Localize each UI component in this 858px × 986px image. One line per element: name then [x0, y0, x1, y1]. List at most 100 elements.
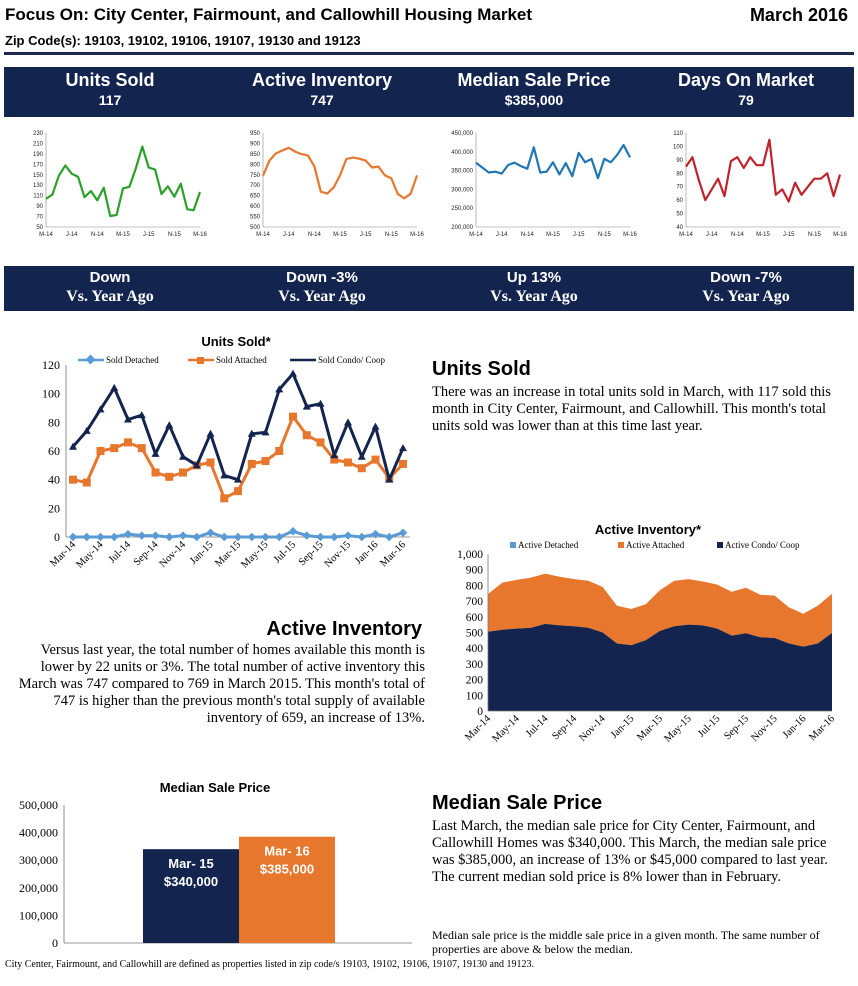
kpi-value: $385,000: [504, 92, 564, 108]
data-point: [288, 527, 298, 536]
data-point: [137, 444, 146, 453]
mini-chart-median-price: 200,000 250,000 300,000 350,000 400,000 450,0…: [451, 131, 637, 238]
y-tick-label: 170: [33, 162, 44, 168]
data-point: [371, 422, 380, 430]
y-tick-label: 230: [33, 131, 44, 137]
series-line: [475, 143, 631, 180]
y-tick-label: 250,000: [451, 206, 473, 212]
x-tick-label: N-15: [808, 232, 822, 238]
x-tick-label: M-14: [679, 232, 693, 238]
x-tick-label: Jul-15: [272, 539, 298, 565]
x-tick-label: Sep-14: [132, 539, 161, 568]
x-tick-label: N-14: [308, 232, 322, 238]
x-tick-label: J-15: [143, 232, 155, 238]
change-units-sold: Down Vs. Year Ago: [4, 266, 216, 306]
y-tick-label: 40: [48, 473, 60, 487]
data-point: [124, 438, 132, 447]
x-tick-label: N-14: [731, 232, 745, 238]
x-tick-label: Jul-14: [107, 539, 134, 566]
data-point: [206, 458, 215, 467]
data-point: [261, 428, 270, 436]
data-point: [124, 415, 132, 423]
y-tick-label: 80: [676, 171, 683, 177]
x-tick-label: May-15: [662, 713, 693, 744]
bar-value-label: $340,000: [164, 874, 218, 889]
y-tick-label: 800: [250, 162, 261, 168]
y-tick-label: 350,000: [451, 169, 473, 175]
y-tick-label: 300: [466, 659, 484, 671]
y-tick-label: 900: [250, 141, 261, 147]
x-tick-label: J-14: [283, 232, 295, 238]
kpi-label: Median Sale Price: [457, 70, 611, 90]
y-tick-label: 210: [33, 141, 44, 147]
data-point: [69, 442, 77, 450]
legend-swatch: [618, 542, 624, 548]
bar-category-label: Mar- 15: [168, 856, 214, 871]
x-tick-label: Jan-16: [353, 539, 381, 567]
x-tick-label: M-14: [39, 232, 53, 238]
median-sale-price-heading: Median Sale Price: [432, 792, 603, 814]
data-point: [398, 528, 408, 537]
data-point: [96, 405, 105, 413]
change-band: Down Vs. Year Ago Down -3% Vs. Year Ago …: [4, 266, 854, 311]
data-point: [371, 455, 380, 464]
y-tick-label: 400: [466, 643, 484, 655]
change-days-on-market: Down -7% Vs. Year Ago: [640, 266, 852, 306]
change-value: Down -3%: [286, 269, 358, 286]
data-point: [302, 402, 311, 410]
change-active-inventory: Down -3% Vs. Year Ago: [216, 266, 428, 306]
kpi-label: Units Sold: [65, 70, 155, 90]
units-sold-heading: Units Sold: [432, 358, 531, 380]
legend-marker: [85, 354, 96, 365]
chart-title: Units Sold*: [201, 334, 271, 349]
data-point: [165, 421, 174, 429]
data-point: [275, 447, 284, 455]
x-tick-label: Jan-15: [188, 539, 216, 567]
data-point: [330, 532, 339, 542]
y-tick-label: 850: [250, 152, 261, 158]
x-tick-label: M-15: [333, 232, 347, 238]
y-tick-label: 50: [676, 212, 683, 218]
chart-title: Active Inventory*: [595, 522, 702, 537]
kpi-label: Days On Market: [677, 70, 815, 90]
x-tick-label: N-15: [598, 232, 612, 238]
x-tick-label: N-15: [168, 232, 182, 238]
report-date: March 2016: [749, 5, 848, 25]
x-tick-label: Sep-15: [297, 539, 326, 568]
y-tick-label: 500,000: [19, 798, 58, 812]
y-tick-label: 0: [477, 706, 483, 718]
y-tick-label: 40: [676, 225, 683, 231]
data-point: [247, 429, 256, 437]
data-point: [165, 532, 174, 542]
kpi-value: 79: [738, 92, 754, 108]
mini-chart-units-sold: 50 70 90 110 130 150 170 190 210 230 M-14 J-14 N-14 M…: [33, 131, 208, 238]
y-tick-label: 300,000: [451, 187, 473, 193]
data-point: [247, 532, 256, 542]
x-tick-label: Mar-16: [378, 539, 408, 569]
x-tick-label: Nov-14: [158, 539, 189, 570]
y-tick-label: 100: [42, 387, 60, 401]
data-point: [220, 471, 229, 479]
change-basis: Vs. Year Ago: [278, 288, 366, 305]
y-tick-label: 150: [33, 173, 44, 179]
y-tick-label: 70: [676, 185, 683, 191]
y-tick-label: 200: [466, 675, 484, 687]
data-point: [289, 369, 297, 377]
data-point: [399, 444, 407, 452]
y-tick-label: 950: [250, 131, 261, 137]
x-tick-label: Mar-15: [213, 539, 243, 569]
page-title: Focus On: City Center, Fairmount, and Ca…: [5, 5, 533, 24]
legend-label: Sold Condo/ Coop: [318, 355, 386, 365]
x-tick-label: M-16: [193, 232, 207, 238]
x-tick-label: Nov-15: [323, 539, 353, 569]
change-basis: Vs. Year Ago: [702, 288, 790, 305]
data-point: [165, 472, 174, 481]
y-tick-label: 70: [36, 215, 43, 221]
data-point: [69, 475, 77, 484]
x-tick-label: M-16: [623, 232, 637, 238]
data-point: [385, 475, 394, 483]
data-point: [110, 532, 119, 542]
data-point: [371, 529, 380, 539]
x-tick-label: N-15: [385, 232, 399, 238]
legend-swatch: [510, 542, 516, 548]
